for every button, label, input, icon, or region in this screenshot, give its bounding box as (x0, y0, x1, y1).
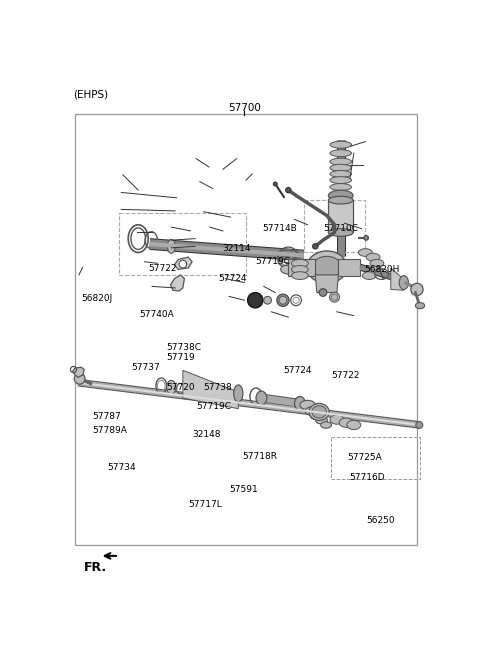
Polygon shape (73, 368, 84, 377)
Ellipse shape (359, 249, 372, 256)
Ellipse shape (234, 385, 243, 402)
Text: 56820H: 56820H (364, 265, 400, 274)
Text: 57719: 57719 (167, 353, 195, 362)
Ellipse shape (286, 188, 291, 193)
Text: 57724: 57724 (218, 274, 247, 283)
Text: 57722: 57722 (148, 264, 177, 273)
Ellipse shape (330, 158, 351, 165)
Ellipse shape (264, 296, 271, 304)
Ellipse shape (273, 182, 277, 186)
Text: 57734: 57734 (108, 463, 136, 472)
Ellipse shape (295, 396, 305, 410)
Ellipse shape (366, 253, 380, 261)
Text: 32114: 32114 (222, 244, 251, 252)
Text: 57787: 57787 (93, 412, 121, 421)
Ellipse shape (291, 272, 308, 279)
Text: (EHPS): (EHPS) (73, 89, 108, 99)
Ellipse shape (168, 239, 175, 253)
Ellipse shape (179, 260, 187, 268)
Text: 57789A: 57789A (93, 426, 128, 436)
Polygon shape (288, 260, 315, 275)
Ellipse shape (281, 265, 296, 274)
Polygon shape (174, 257, 192, 269)
Text: 32148: 32148 (192, 430, 221, 439)
Ellipse shape (339, 418, 353, 427)
Ellipse shape (330, 184, 351, 190)
Ellipse shape (330, 177, 351, 184)
Polygon shape (391, 268, 404, 290)
Text: 57700: 57700 (228, 103, 261, 113)
Ellipse shape (370, 260, 384, 267)
Text: 57720: 57720 (167, 383, 195, 392)
Text: 56820J: 56820J (82, 294, 113, 303)
Ellipse shape (328, 229, 353, 236)
Text: 57738C: 57738C (167, 343, 202, 353)
Ellipse shape (315, 417, 327, 424)
Ellipse shape (330, 141, 351, 148)
Text: 57717L: 57717L (189, 500, 222, 509)
Ellipse shape (364, 235, 369, 240)
Text: 57718R: 57718R (242, 452, 277, 461)
Ellipse shape (312, 244, 318, 249)
Text: FR.: FR. (84, 561, 108, 574)
Ellipse shape (411, 283, 423, 296)
Text: 57719C: 57719C (196, 402, 231, 411)
Text: 57740A: 57740A (139, 309, 174, 318)
Ellipse shape (310, 412, 324, 420)
Ellipse shape (369, 266, 382, 274)
Ellipse shape (305, 407, 319, 415)
Ellipse shape (330, 171, 351, 177)
Text: 57725A: 57725A (348, 453, 383, 462)
Text: 57738: 57738 (204, 383, 232, 392)
Polygon shape (338, 260, 360, 275)
Text: 56250: 56250 (366, 516, 395, 525)
Ellipse shape (319, 288, 327, 296)
Ellipse shape (307, 251, 347, 283)
Polygon shape (328, 200, 353, 232)
Ellipse shape (167, 381, 176, 394)
Text: 57591: 57591 (229, 485, 258, 494)
Ellipse shape (248, 292, 263, 308)
Ellipse shape (279, 296, 287, 304)
Ellipse shape (291, 260, 308, 267)
Ellipse shape (330, 150, 351, 157)
Polygon shape (315, 275, 338, 292)
Text: 57714B: 57714B (263, 224, 298, 233)
Ellipse shape (291, 266, 308, 273)
Ellipse shape (415, 303, 425, 309)
Text: 57724: 57724 (283, 366, 312, 375)
Ellipse shape (347, 421, 361, 430)
Ellipse shape (328, 196, 353, 204)
Ellipse shape (321, 422, 332, 428)
Polygon shape (183, 370, 238, 409)
Bar (75, 114, 417, 545)
Ellipse shape (277, 294, 289, 307)
Ellipse shape (312, 405, 326, 418)
Ellipse shape (362, 272, 376, 279)
Ellipse shape (330, 292, 339, 302)
Ellipse shape (328, 190, 353, 201)
Ellipse shape (300, 400, 315, 409)
Text: 57719C: 57719C (255, 257, 290, 266)
Ellipse shape (309, 404, 329, 421)
Ellipse shape (330, 415, 344, 424)
Ellipse shape (399, 275, 408, 290)
Ellipse shape (330, 164, 351, 171)
Ellipse shape (74, 373, 85, 384)
Text: 57737: 57737 (132, 363, 160, 372)
Ellipse shape (256, 391, 267, 405)
Ellipse shape (312, 256, 341, 278)
Text: 57722: 57722 (331, 371, 360, 380)
Text: 57716D: 57716D (349, 473, 385, 482)
Ellipse shape (416, 422, 423, 428)
Text: 57710C: 57710C (324, 224, 359, 233)
Polygon shape (170, 275, 184, 291)
